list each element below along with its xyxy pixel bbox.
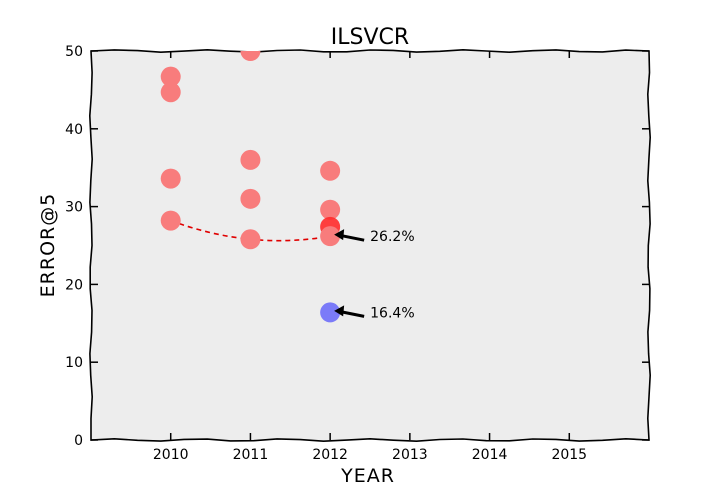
x-tick-label: 2012 (312, 447, 348, 463)
annotation-arrowhead (334, 229, 345, 241)
data-point (320, 226, 341, 247)
best-data-point (320, 302, 341, 323)
x-tick-label: 2015 (551, 447, 587, 463)
x-tick-label: 2010 (153, 447, 189, 463)
annotation-label: 26.2% (370, 229, 414, 245)
annotation-layer: 26.2% 16.4% (334, 229, 415, 321)
data-point (240, 229, 261, 250)
data-point (240, 51, 261, 61)
data-point (240, 149, 261, 170)
y-tick-label: 40 (65, 122, 83, 138)
y-tick-label: 30 (65, 200, 83, 216)
y-axis-label: ERROR@5 (37, 193, 59, 298)
data-point (240, 188, 261, 209)
annotation-arrowhead (334, 305, 345, 317)
y-tick-label: 20 (65, 277, 83, 293)
data-point (160, 66, 181, 87)
y-tick-label: 10 (65, 355, 83, 371)
y-tick-label: 50 (65, 44, 83, 60)
chart-title: ILSVCR (331, 25, 409, 50)
axis-ticks: 2010 2011 2012 2013 2014 2015 0 10 20 30 40 50 (65, 44, 649, 463)
x-tick-label: 2013 (392, 447, 428, 463)
annotation-label: 16.4% (370, 305, 414, 321)
data-point (160, 210, 181, 231)
plot-area (88, 48, 652, 443)
data-point (160, 168, 181, 189)
data-point (160, 82, 181, 103)
points-layer (160, 51, 341, 323)
data-point (320, 199, 341, 220)
data-point (320, 160, 341, 181)
x-tick-label: 2011 (233, 447, 269, 463)
x-axis-label: YEAR (340, 465, 395, 487)
y-tick-label: 0 (74, 433, 83, 449)
x-tick-label: 2014 (472, 447, 508, 463)
